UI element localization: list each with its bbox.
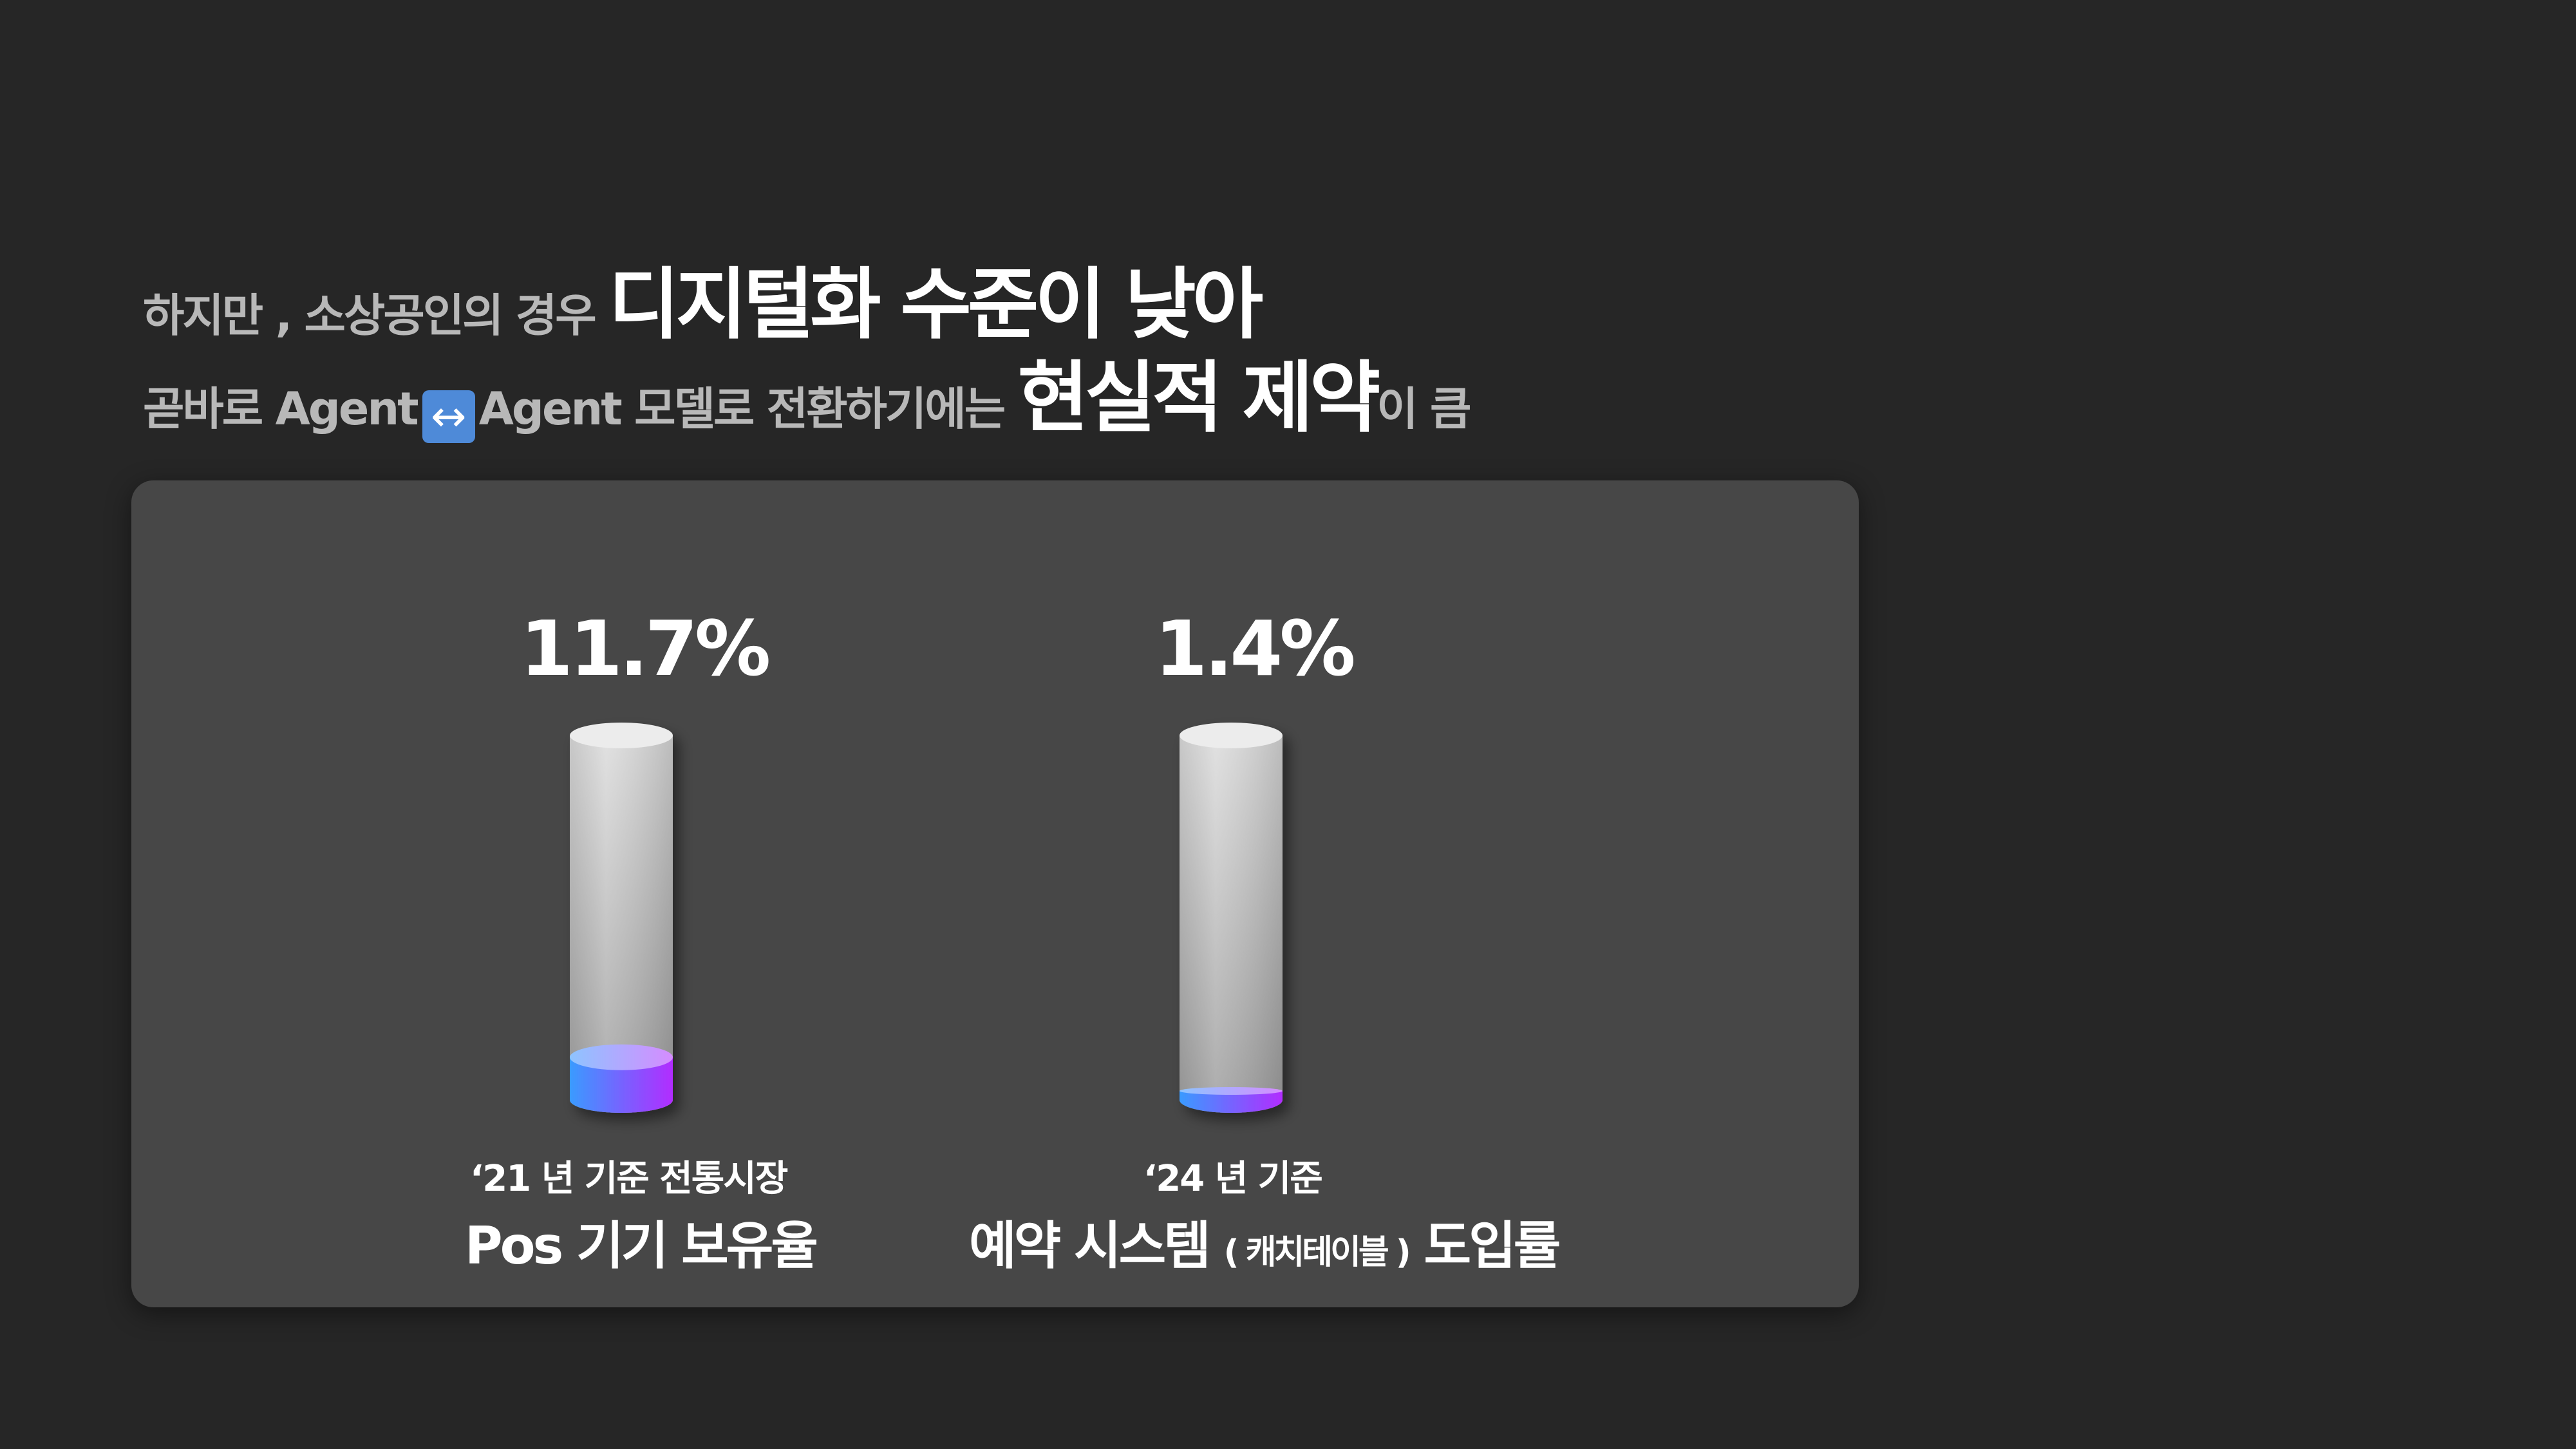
- heading-line-2-middle: Agent 모델로 전환하기에는: [478, 383, 1018, 435]
- gauge-tube-sheen: [1180, 735, 1283, 1113]
- gauge-fill-surface: [570, 1044, 673, 1070]
- gauge-fill-surface: [1180, 1087, 1283, 1095]
- heading-line-1-emphasis: 디지털화 수준이 낮아: [608, 260, 1263, 350]
- gauge-tube-sheen: [570, 735, 673, 1113]
- caption-1-main: Pos 기기 보유율: [465, 1204, 818, 1279]
- gauge-fill-bar: [570, 1057, 673, 1113]
- caption-1-sub: ‘21 년 기준 전통시장: [470, 1158, 788, 1200]
- caption-2-main: 예약 시스템 ( 캐치테이블 ) 도입률: [969, 1204, 1561, 1279]
- left-right-arrow-icon: ↔: [422, 390, 475, 443]
- gauge-fill-bar: [1180, 1091, 1283, 1113]
- value-label-2: 1.4%: [1154, 604, 1353, 693]
- heading-line-2: 곧바로 Agent ↔ Agent 모델로 전환하기에는 현실적 제약이 큼: [143, 335, 1471, 447]
- value-label-1: 11.7%: [520, 604, 769, 693]
- caption-2-sub: ‘24 년 기준: [1143, 1158, 1323, 1200]
- gauge-2: [1180, 723, 1283, 1113]
- gauge-1: [570, 723, 673, 1113]
- caption-2-paren: ( 캐치테이블 ): [1223, 1233, 1411, 1272]
- caption-2-tail: 도입률: [1408, 1216, 1561, 1276]
- caption-1-main-text: Pos 기기 보유율: [465, 1216, 818, 1276]
- gauge-tube-cap: [1180, 723, 1283, 748]
- heading-line-2-prefix: 곧바로 Agent: [143, 383, 419, 435]
- heading-line-1: 하지만 , 소상공인의 경우 디지털화 수준이 낮아: [143, 242, 1263, 354]
- heading-line-2-suffix: 이 큼: [1377, 383, 1471, 435]
- heading-line-2-emphasis: 현실적 제약: [1017, 354, 1380, 443]
- gauge-tube-cap: [570, 723, 673, 748]
- caption-2-main-text: 예약 시스템: [969, 1216, 1224, 1276]
- heading-line-1-prefix: 하지만 , 소상공인의 경우: [143, 289, 609, 342]
- chart-panel: [131, 480, 1859, 1307]
